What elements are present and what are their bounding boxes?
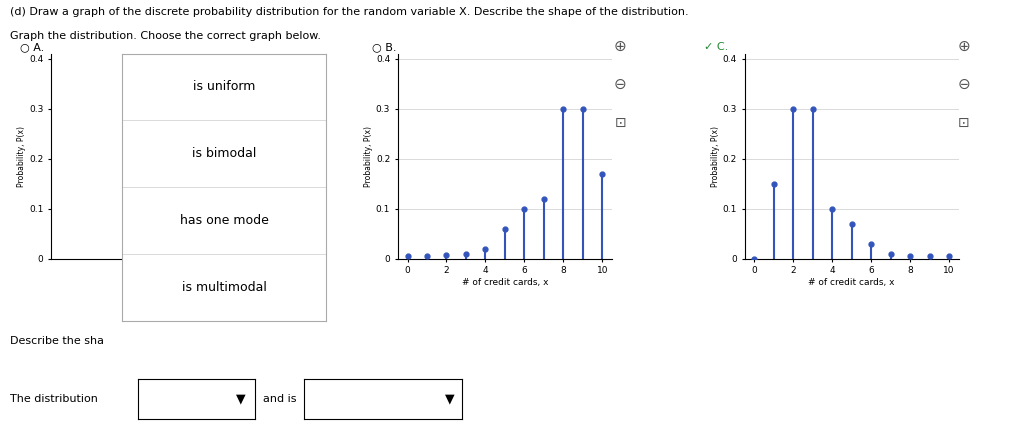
X-axis label: # of credit cards, x: # of credit cards, x bbox=[808, 278, 894, 287]
Text: ⊖: ⊖ bbox=[957, 77, 969, 92]
Text: is multimodal: is multimodal bbox=[181, 281, 267, 294]
Text: ⊖: ⊖ bbox=[613, 77, 626, 92]
Text: ⊕: ⊕ bbox=[613, 39, 626, 54]
Text: (d) Draw a graph of the discrete probability distribution for the random variabl: (d) Draw a graph of the discrete probabi… bbox=[10, 7, 688, 17]
Text: Graph the distribution. Choose the correct graph below.: Graph the distribution. Choose the corre… bbox=[10, 31, 321, 41]
Text: Describe the sha: Describe the sha bbox=[10, 336, 104, 346]
Text: and is: and is bbox=[263, 394, 297, 404]
Text: ▼: ▼ bbox=[235, 392, 246, 406]
Text: ✓ C.: ✓ C. bbox=[703, 42, 728, 52]
Text: is bimodal: is bimodal bbox=[192, 147, 257, 161]
Text: ⊡: ⊡ bbox=[613, 116, 626, 130]
Text: has one mode: has one mode bbox=[179, 214, 269, 227]
Text: The distribution: The distribution bbox=[10, 394, 98, 404]
Text: ○ A.: ○ A. bbox=[20, 42, 45, 52]
Text: ⊡: ⊡ bbox=[957, 116, 969, 130]
Text: ⊕: ⊕ bbox=[957, 39, 969, 54]
Text: ○ B.: ○ B. bbox=[372, 42, 396, 52]
Y-axis label: Probability, P(x): Probability, P(x) bbox=[364, 126, 373, 186]
X-axis label: # of credit cards, x: # of credit cards, x bbox=[462, 278, 547, 287]
Y-axis label: Probability, P(x): Probability, P(x) bbox=[710, 126, 719, 186]
Text: is uniform: is uniform bbox=[193, 80, 256, 94]
Y-axis label: Probability, P(x): Probability, P(x) bbox=[17, 126, 26, 186]
Text: ▼: ▼ bbox=[444, 392, 453, 406]
